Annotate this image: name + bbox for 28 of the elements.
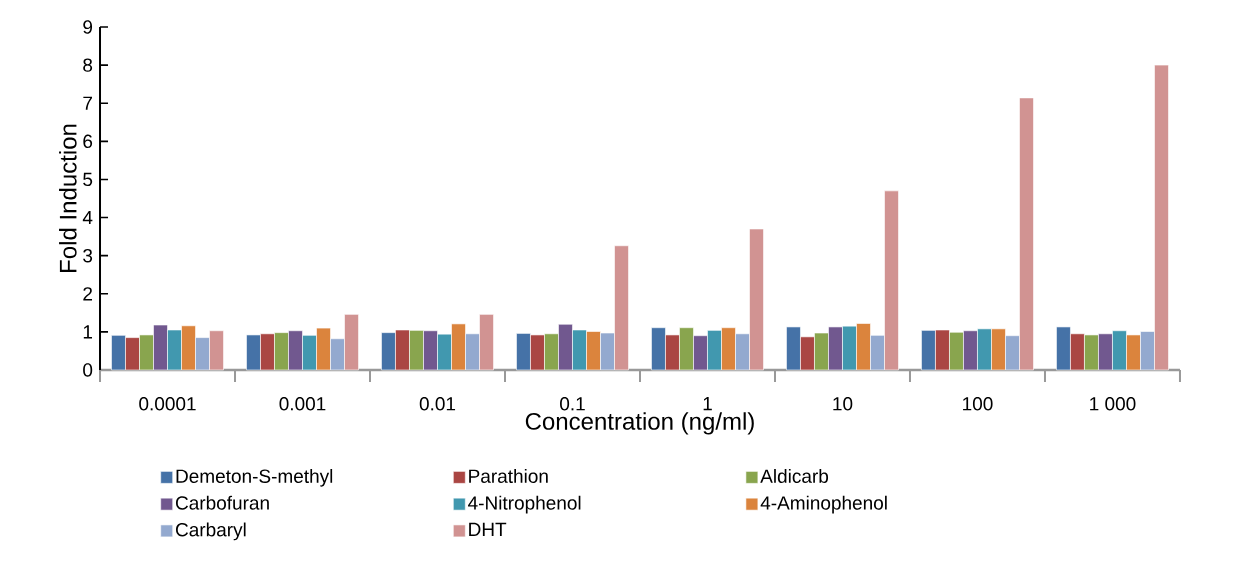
x-tick-label: 10 [833, 397, 853, 411]
y-axis-title: Fold Induction [59, 124, 77, 272]
legend-label: 4-Aminophenol [760, 495, 887, 514]
y-tick-label: 0 [83, 363, 93, 377]
x-tick-label: 1 000 [1090, 397, 1136, 411]
x-tick-label: 1 [703, 397, 712, 411]
y-tick-label: 2 [83, 287, 93, 301]
legend-label: Demeton-S-methyl [176, 469, 333, 487]
x-tick-label: 100 [963, 397, 993, 411]
y-tick-label: 9 [83, 20, 93, 34]
legend-label: Parathion [469, 469, 548, 483]
y-tick-label: 4 [82, 211, 93, 225]
y-tick-label: 6 [83, 134, 93, 149]
y-tick-label: 3 [83, 248, 93, 263]
y-tick-label: 8 [83, 58, 93, 72]
y-tick-label: 7 [83, 96, 93, 110]
x-tick-label: 0.1 [560, 397, 585, 411]
x-tick-label: 0.0001 [139, 397, 196, 411]
legend-label: Carbaryl [175, 522, 246, 541]
x-axis-title: Concentration (ng/ml) [525, 412, 754, 435]
legend-label: Aldicarb [760, 469, 829, 483]
y-tick-label: 5 [83, 172, 93, 187]
legend-label: Carbofuran [175, 495, 269, 510]
x-tick-label: 0.001 [279, 397, 326, 411]
legend-label: 4-Nitrophenol [468, 495, 581, 514]
y-tick-label: 1 [83, 325, 93, 339]
x-tick-label: 0.01 [419, 397, 456, 411]
legend-label: DHT [469, 522, 507, 536]
